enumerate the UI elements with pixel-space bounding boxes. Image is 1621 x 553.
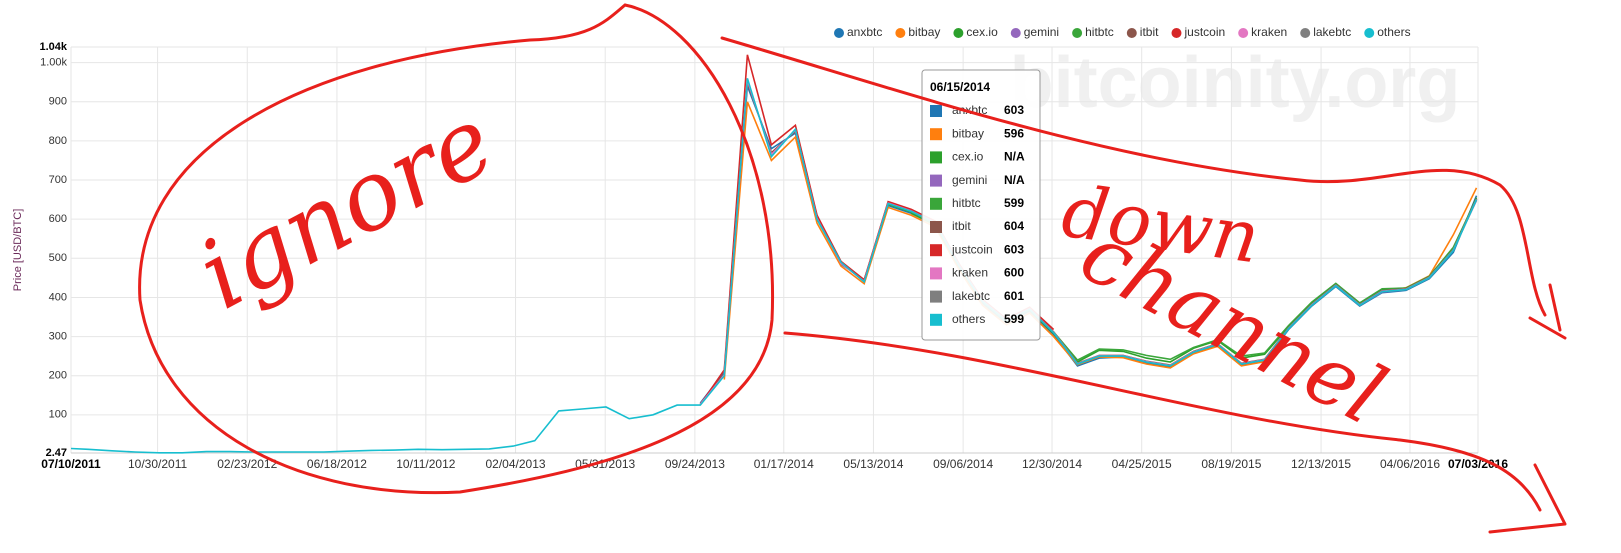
legend-marker bbox=[834, 28, 844, 38]
y-tick-label: 900 bbox=[49, 96, 67, 108]
y-tick-label: 500 bbox=[49, 252, 67, 264]
legend-marker bbox=[953, 28, 964, 38]
y-tick-label: 400 bbox=[49, 291, 67, 303]
x-tick-label: 09/24/2013 bbox=[665, 457, 725, 471]
series-line bbox=[70, 78, 1478, 454]
x-tick-label: 07/10/2011 bbox=[41, 457, 101, 471]
tooltip-swatch bbox=[930, 128, 942, 141]
tooltip-name: gemini bbox=[952, 173, 987, 187]
tooltip-swatch bbox=[930, 313, 942, 326]
y-tick-label: 100 bbox=[49, 409, 67, 421]
x-tick-label: 12/30/2014 bbox=[1022, 457, 1082, 471]
legend-label: gemini bbox=[1024, 25, 1059, 39]
legend-label: itbit bbox=[1140, 25, 1159, 39]
legend-marker bbox=[1364, 28, 1375, 38]
tooltip-date: 06/15/2014 bbox=[930, 80, 990, 94]
x-tick-label: 05/31/2013 bbox=[575, 457, 635, 471]
x-tick-label: 05/13/2014 bbox=[843, 457, 903, 471]
y-tick-label: 2.47 bbox=[46, 447, 67, 459]
channel-upper-arrow bbox=[1528, 283, 1567, 340]
y-tick-label: 200 bbox=[49, 370, 67, 382]
tooltip-value: 599 bbox=[1004, 312, 1024, 326]
tooltip-name: kraken bbox=[952, 266, 988, 280]
tooltip-value: 600 bbox=[1004, 266, 1024, 280]
ignore-loop bbox=[138, 3, 775, 495]
tooltip-value: 596 bbox=[1004, 126, 1024, 140]
tooltip-value: N/A bbox=[1004, 150, 1025, 164]
x-tick-label: 04/06/2016 bbox=[1380, 457, 1440, 471]
legend-marker bbox=[895, 28, 906, 38]
channel-lower bbox=[783, 331, 1542, 512]
tooltip-value: 601 bbox=[1004, 289, 1024, 303]
tooltip-value: 604 bbox=[1004, 219, 1024, 233]
tooltip-swatch bbox=[930, 105, 942, 117]
x-tick-label: 01/17/2014 bbox=[754, 457, 814, 471]
x-tick-label: 12/13/2015 bbox=[1291, 457, 1351, 471]
x-tick-label: 07/03/2016 bbox=[1448, 457, 1508, 471]
legend-marker bbox=[1238, 28, 1249, 38]
x-tick-label: 02/23/2012 bbox=[217, 457, 277, 471]
tooltip-name: justcoin bbox=[951, 242, 993, 256]
legend-marker bbox=[1010, 28, 1021, 38]
x-tick-label: 08/19/2015 bbox=[1201, 457, 1261, 471]
tooltip-name: itbit bbox=[952, 219, 971, 233]
watermark: bitcoinity.org bbox=[1010, 43, 1461, 123]
tooltip-value: 603 bbox=[1004, 103, 1024, 117]
y-tick-label: 300 bbox=[49, 330, 67, 342]
tooltip-swatch bbox=[930, 290, 942, 303]
tooltip-name: others bbox=[952, 312, 985, 326]
x-tick-label: 02/04/2013 bbox=[485, 457, 545, 471]
legend-marker bbox=[1300, 28, 1311, 38]
x-tick-label: 09/06/2014 bbox=[933, 457, 993, 471]
y-tick-label: 1.04k bbox=[39, 41, 67, 53]
tooltip-swatch bbox=[930, 174, 942, 187]
legend-label: lakebtc bbox=[1313, 25, 1351, 39]
y-tick-label: 800 bbox=[49, 135, 67, 147]
legend-label: hitbtc bbox=[1085, 25, 1114, 39]
tooltip-name: cex.io bbox=[952, 150, 984, 164]
legend-label: anxbtc bbox=[847, 25, 882, 39]
legend-label: cex.io bbox=[966, 25, 998, 39]
legend-label: justcoin bbox=[1183, 25, 1225, 39]
annotation: ignore bbox=[181, 85, 511, 332]
tooltip-value: 599 bbox=[1004, 196, 1024, 210]
tooltip-name: bitbay bbox=[952, 126, 984, 140]
y-tick-label: 700 bbox=[49, 174, 67, 186]
channel-upper bbox=[720, 36, 1547, 317]
legend: anxbtc bitbay cex.io gemini hitbtc itbit justc… bbox=[834, 25, 1411, 39]
legend-label: bitbay bbox=[908, 25, 940, 39]
y-tick-label: 600 bbox=[49, 213, 67, 225]
x-tick-label: 04/25/2015 bbox=[1112, 457, 1172, 471]
tooltip-swatch bbox=[930, 151, 942, 164]
legend-marker bbox=[1072, 28, 1083, 38]
channel-lower-arrow bbox=[1488, 463, 1567, 534]
x-tick-label: 10/30/2011 bbox=[128, 457, 187, 471]
tooltip-box bbox=[921, 69, 1041, 341]
tooltip-swatch bbox=[930, 267, 942, 280]
y-tick-label: 1.00k bbox=[40, 57, 67, 69]
tooltip-value: 603 bbox=[1004, 242, 1024, 256]
legend-label: others bbox=[1377, 25, 1410, 39]
x-tick-label: 10/11/2012 bbox=[396, 457, 455, 471]
tooltip-name: lakebtc bbox=[952, 289, 990, 303]
tooltip-name: hitbtc bbox=[952, 196, 981, 210]
legend-marker bbox=[1171, 28, 1182, 38]
tooltip-swatch bbox=[930, 221, 942, 233]
legend-label: kraken bbox=[1251, 25, 1287, 39]
tooltip-value: N/A bbox=[1004, 173, 1025, 187]
legend-marker bbox=[1126, 28, 1137, 38]
tooltip-swatch bbox=[930, 244, 942, 257]
x-tick-label: 06/18/2012 bbox=[307, 457, 367, 471]
y-axis-title: Price [USD/BTC] bbox=[12, 209, 24, 292]
tooltip-swatch bbox=[930, 197, 942, 210]
